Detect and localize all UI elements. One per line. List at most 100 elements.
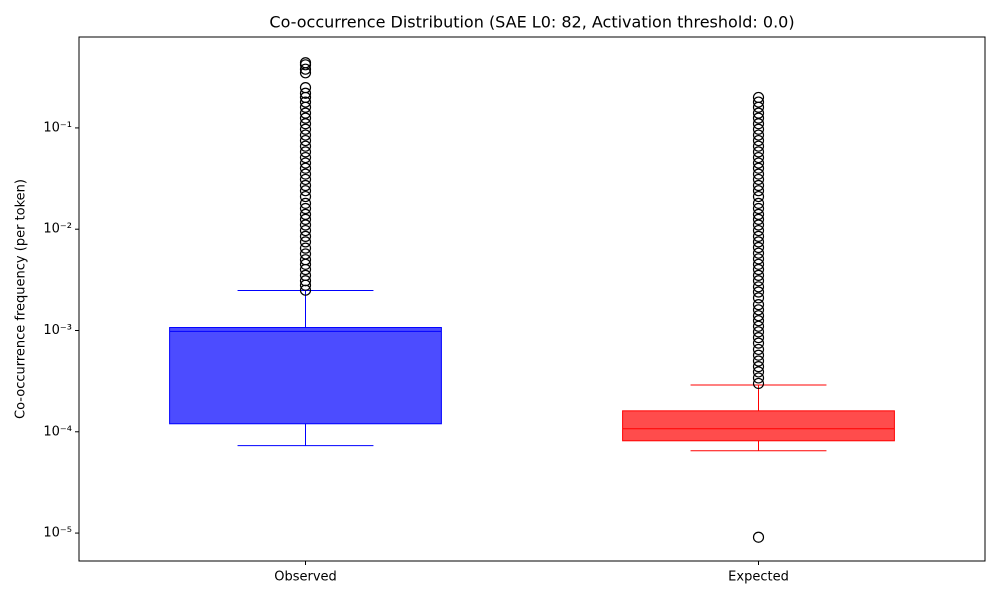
outlier — [752, 349, 765, 361]
outlier — [752, 337, 765, 349]
outlier — [299, 213, 312, 225]
y-tick-label: 10⁻⁴ — [43, 424, 72, 439]
outlier — [752, 263, 765, 276]
outlier — [752, 208, 765, 221]
outlier — [752, 162, 765, 174]
outlier — [752, 247, 765, 259]
outlier — [299, 96, 312, 108]
outlier — [752, 146, 765, 158]
y-tick-label: 10⁻⁵ — [43, 526, 72, 541]
outlier — [299, 269, 312, 281]
outlier — [752, 286, 765, 298]
outlier — [752, 355, 765, 367]
outlier — [299, 151, 312, 164]
outlier — [752, 361, 765, 373]
outlier — [299, 157, 312, 169]
outlier — [752, 269, 765, 281]
outlier — [752, 185, 765, 197]
outlier — [299, 140, 312, 152]
outlier — [752, 299, 765, 311]
outlier — [752, 151, 765, 164]
outlier — [752, 140, 765, 152]
box — [169, 327, 442, 425]
outlier — [752, 258, 765, 270]
outlier — [299, 112, 312, 124]
outlier — [752, 236, 765, 248]
box — [622, 410, 895, 442]
outlier — [299, 197, 312, 209]
outlier — [752, 129, 765, 141]
outlier — [299, 63, 312, 75]
outlier — [752, 213, 765, 225]
outlier — [752, 531, 765, 543]
outlier — [752, 224, 765, 237]
outlier — [752, 230, 765, 242]
outlier — [299, 123, 312, 135]
x-tick-label: Observed — [274, 570, 337, 585]
outlier — [299, 173, 312, 186]
outlier — [299, 146, 312, 158]
outlier — [299, 87, 312, 99]
outlier — [752, 326, 765, 338]
outlier — [752, 377, 765, 390]
y-tick-label: 10⁻¹ — [43, 120, 72, 135]
outlier — [752, 219, 765, 231]
outlier — [752, 372, 765, 384]
outlier — [299, 134, 312, 147]
outlier — [752, 118, 765, 130]
outlier — [752, 304, 765, 316]
y-tick-label: 10⁻³ — [43, 323, 72, 338]
outlier — [752, 366, 765, 378]
outlier — [752, 134, 765, 147]
outlier — [299, 230, 312, 242]
outlier — [752, 190, 765, 203]
outlier — [752, 310, 765, 322]
chart-title: Co-occurrence Distribution (SAE L0: 82, … — [269, 13, 794, 32]
outlier — [299, 254, 312, 266]
outlier — [299, 107, 312, 119]
outlier — [299, 219, 312, 231]
outlier — [299, 190, 312, 203]
outlier — [752, 173, 765, 186]
outlier — [752, 179, 765, 192]
outlier — [299, 179, 312, 192]
outlier — [299, 118, 312, 130]
outlier — [299, 162, 312, 174]
outlier — [299, 185, 312, 197]
y-axis-label: Co-occurrence frequency (per token) — [14, 179, 29, 419]
outlier — [299, 275, 312, 287]
outlier — [299, 236, 312, 248]
outlier — [299, 248, 312, 260]
outlier — [299, 168, 312, 180]
plot-frame — [78, 36, 986, 562]
outlier — [752, 112, 765, 124]
outlier — [752, 96, 765, 108]
outlier — [752, 253, 765, 265]
outlier — [752, 202, 765, 215]
outlier — [752, 281, 765, 293]
outlier — [752, 91, 765, 104]
outlier — [299, 202, 312, 215]
y-tick-label: 10⁻² — [43, 222, 72, 237]
outlier — [752, 123, 765, 135]
outlier — [752, 275, 765, 287]
outlier — [752, 292, 765, 304]
outlier — [299, 57, 312, 69]
outlier — [299, 242, 312, 254]
x-tick-label: Expected — [728, 570, 789, 585]
outlier — [752, 320, 765, 332]
outlier — [299, 129, 312, 141]
outlier — [299, 208, 312, 221]
outlier — [752, 197, 765, 209]
outlier — [752, 107, 765, 119]
outlier — [299, 82, 312, 94]
outlier — [752, 168, 765, 180]
outlier — [752, 332, 765, 344]
outlier — [752, 315, 765, 327]
outlier — [299, 224, 312, 237]
outlier — [752, 343, 765, 356]
outlier — [752, 157, 765, 169]
outlier — [752, 241, 765, 254]
